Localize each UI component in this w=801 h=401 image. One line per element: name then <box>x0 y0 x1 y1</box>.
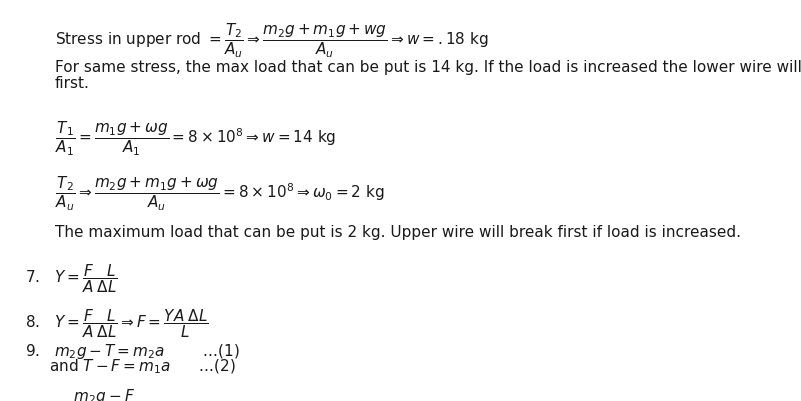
Text: first.: first. <box>55 76 90 91</box>
Text: The maximum load that can be put is 2 kg. Upper wire will break first if load is: The maximum load that can be put is 2 kg… <box>55 225 741 239</box>
Text: and $T-F=m_1a$      ...(2): and $T-F=m_1a$ ...(2) <box>25 357 235 375</box>
Text: 9.   $m_2g-T=m_2a$        ...(1): 9. $m_2g-T=m_2a$ ...(1) <box>25 341 239 360</box>
Text: 7.   $Y=\dfrac{F\quad L}{A\;\Delta L}$: 7. $Y=\dfrac{F\quad L}{A\;\Delta L}$ <box>25 261 118 294</box>
Text: 8.   $Y=\dfrac{F\quad L}{A\;\Delta L}\Rightarrow F=\dfrac{YA\;\Delta L}{L}$: 8. $Y=\dfrac{F\quad L}{A\;\Delta L}\Righ… <box>25 306 208 339</box>
Text: Stress in upper rod $=\dfrac{T_2}{A_u}\Rightarrow\dfrac{m_2g+m_1g+wg}{A_u}\Right: Stress in upper rod $=\dfrac{T_2}{A_u}\R… <box>55 22 489 60</box>
Text: For same stress, the max load that can be put is 14 kg. If the load is increased: For same stress, the max load that can b… <box>55 60 801 75</box>
Text: $\Rightarrow a=\dfrac{m_2g-F}{m_1+m_2}$: $\Rightarrow a=\dfrac{m_2g-F}{m_1+m_2}$ <box>25 387 137 401</box>
Text: $\dfrac{T_1}{A_1}=\dfrac{m_1g+\omega g}{A_1}=8\times10^8\Rightarrow w=14$ kg: $\dfrac{T_1}{A_1}=\dfrac{m_1g+\omega g}{… <box>55 120 336 158</box>
Text: $\dfrac{T_2}{A_u}\Rightarrow\dfrac{m_2g+m_1g+\omega g}{A_u}=8\times10^8\Rightarr: $\dfrac{T_2}{A_u}\Rightarrow\dfrac{m_2g+… <box>55 174 384 213</box>
